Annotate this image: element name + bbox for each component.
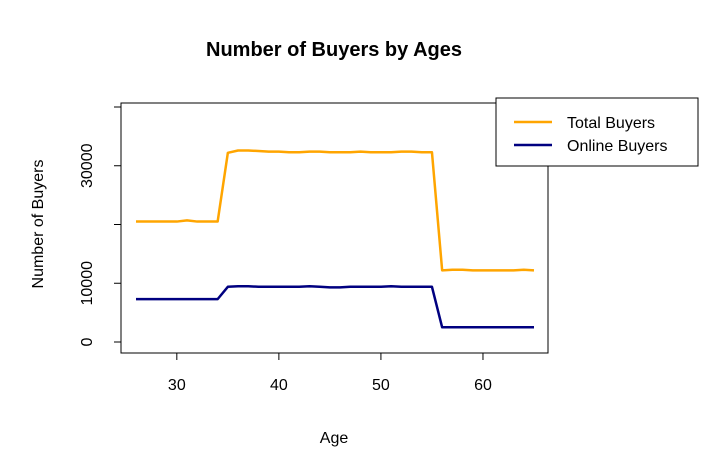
x-axis-label: Age xyxy=(320,430,349,447)
x-tick-label: 40 xyxy=(270,377,288,394)
x-tick-label: 60 xyxy=(474,377,492,394)
legend-label-total-buyers: Total Buyers xyxy=(567,115,655,132)
series-line-online-buyers xyxy=(136,284,534,329)
y-tick-label: 10000 xyxy=(79,261,96,306)
series-line-total-buyers xyxy=(136,149,535,272)
y-tick-label: 30000 xyxy=(79,143,96,188)
x-tick-label: 50 xyxy=(372,377,390,394)
x-tick-label: 30 xyxy=(168,377,186,394)
y-axis: 0 10000 30000 xyxy=(79,106,122,346)
legend-box xyxy=(495,97,699,167)
series-layer xyxy=(136,149,535,329)
y-axis-label: Number of Buyers xyxy=(30,160,47,289)
y-tick-label: 0 xyxy=(79,337,96,346)
legend-label-online-buyers: Online Buyers xyxy=(567,138,668,155)
x-axis: 30 40 50 60 xyxy=(168,352,492,394)
chart-title: Number of Buyers by Ages xyxy=(206,39,462,61)
legend: Total Buyers Online Buyers xyxy=(495,97,699,167)
plot-frame xyxy=(120,102,549,354)
